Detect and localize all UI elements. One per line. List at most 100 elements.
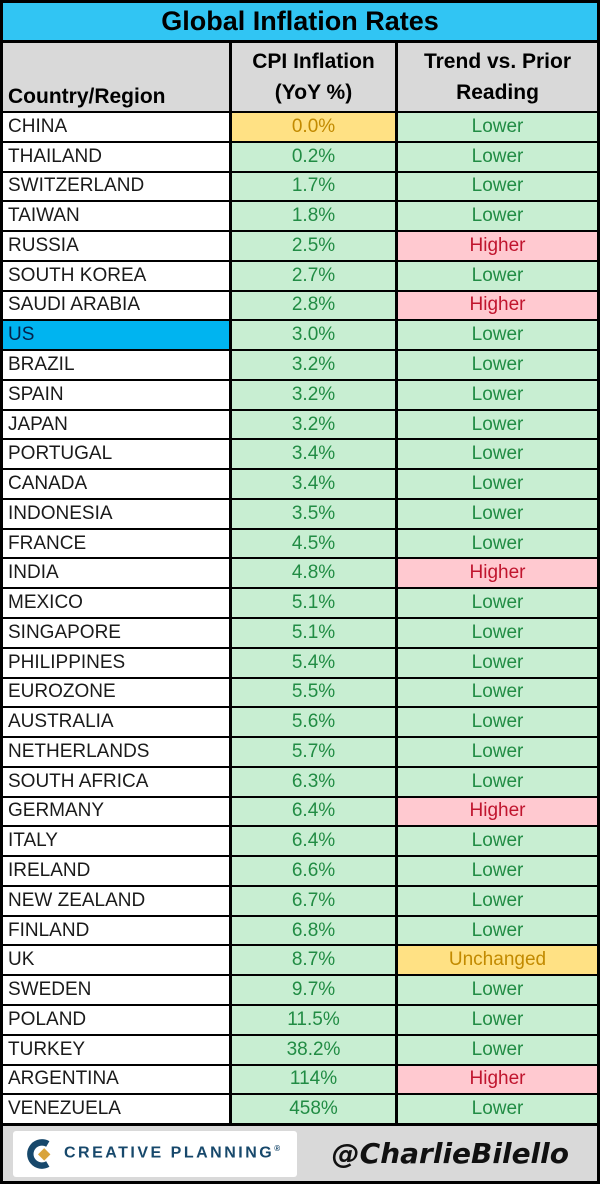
creative-planning-wordmark: CREATIVE PLANNING® bbox=[64, 1144, 283, 1162]
cpi-cell: 3.2% bbox=[232, 410, 398, 439]
author-handle: @CharlieBilello bbox=[331, 1137, 569, 1170]
country-cell: PORTUGAL bbox=[3, 440, 232, 469]
table-row: PHILIPPINES 5.4% Lower bbox=[3, 648, 597, 679]
table-row: SAUDI ARABIA 2.8% Higher bbox=[3, 291, 597, 322]
column-header-trend: Trend vs. Prior Reading bbox=[398, 43, 597, 111]
cpi-cell: 4.8% bbox=[232, 559, 398, 588]
trend-cell: Lower bbox=[398, 738, 597, 766]
table-row: IRELAND 6.6% Lower bbox=[3, 857, 597, 887]
country-cell: JAPAN bbox=[3, 410, 232, 439]
table-row: MEXICO 5.1% Lower bbox=[3, 589, 597, 620]
trend-cell: Lower bbox=[398, 589, 597, 618]
trend-cell: Lower bbox=[398, 827, 597, 856]
trend-cell: Lower bbox=[398, 1095, 597, 1124]
table-row: ARGENTINA 114% Higher bbox=[3, 1065, 597, 1096]
table-row: FINLAND 6.8% Lower bbox=[3, 916, 597, 947]
table-row: ITALY 6.4% Lower bbox=[3, 827, 597, 858]
trend-cell: Lower bbox=[398, 916, 597, 945]
trend-cell: Higher bbox=[398, 797, 597, 826]
table-row: NEW ZEALAND 6.7% Lower bbox=[3, 886, 597, 917]
table-row: AUSTRALIA 5.6% Lower bbox=[3, 708, 597, 739]
cpi-cell: 1.8% bbox=[232, 202, 398, 231]
cpi-cell: 1.7% bbox=[232, 172, 398, 201]
country-cell: SWITZERLAND bbox=[3, 172, 232, 201]
trend-cell: Lower bbox=[398, 261, 597, 290]
table-row: UK 8.7% Unchanged bbox=[3, 946, 597, 977]
trend-cell: Lower bbox=[398, 708, 597, 737]
country-cell: SPAIN bbox=[3, 380, 232, 409]
column-header-cpi-line2: (YoY %) bbox=[274, 81, 353, 104]
country-cell: NEW ZEALAND bbox=[3, 886, 232, 915]
country-cell: PHILIPPINES bbox=[3, 648, 232, 677]
trend-cell: Higher bbox=[398, 232, 597, 260]
trend-cell: Lower bbox=[398, 529, 597, 558]
trend-cell: Lower bbox=[398, 886, 597, 915]
trend-cell: Lower bbox=[398, 113, 597, 141]
trend-cell: Lower bbox=[398, 440, 597, 469]
cpi-cell: 4.5% bbox=[232, 529, 398, 558]
table-row: CANADA 3.4% Lower bbox=[3, 470, 597, 500]
trend-cell: Lower bbox=[398, 499, 597, 528]
country-cell: INDONESIA bbox=[3, 499, 232, 528]
country-cell: ITALY bbox=[3, 827, 232, 856]
creative-planning-logo: CREATIVE PLANNING® bbox=[13, 1130, 297, 1177]
trend-cell: Lower bbox=[398, 470, 597, 498]
cpi-cell: 0.0% bbox=[232, 113, 398, 141]
footer: CREATIVE PLANNING® @CharlieBilello bbox=[3, 1123, 597, 1181]
trend-cell: Lower bbox=[398, 1005, 597, 1034]
cpi-cell: 2.5% bbox=[232, 232, 398, 260]
table-row: VENEZUELA 458% Lower bbox=[3, 1095, 597, 1124]
column-header-trend-line1: Trend vs. Prior bbox=[423, 49, 572, 73]
cpi-cell: 2.7% bbox=[232, 261, 398, 290]
cpi-cell: 5.7% bbox=[232, 738, 398, 766]
country-cell: MEXICO bbox=[3, 589, 232, 618]
cpi-cell: 6.8% bbox=[232, 916, 398, 945]
country-cell: UK bbox=[3, 946, 232, 975]
cpi-cell: 6.7% bbox=[232, 886, 398, 915]
country-cell: FINLAND bbox=[3, 916, 232, 945]
column-header-country: Country/Region bbox=[3, 43, 232, 111]
trend-cell: Lower bbox=[398, 351, 597, 379]
cpi-cell: 5.1% bbox=[232, 589, 398, 618]
cpi-cell: 38.2% bbox=[232, 1035, 398, 1064]
trend-cell: Lower bbox=[398, 857, 597, 885]
trend-cell: Higher bbox=[398, 291, 597, 320]
creative-planning-c-icon bbox=[27, 1138, 51, 1169]
table-row: SPAIN 3.2% Lower bbox=[3, 380, 597, 411]
trend-cell: Lower bbox=[398, 767, 597, 796]
cpi-cell: 3.2% bbox=[232, 380, 398, 409]
cpi-cell: 114% bbox=[232, 1065, 398, 1094]
cpi-cell: 11.5% bbox=[232, 1005, 398, 1034]
cpi-cell: 3.5% bbox=[232, 499, 398, 528]
table-row: THAILAND 0.2% Lower bbox=[3, 142, 597, 173]
trend-cell: Lower bbox=[398, 619, 597, 647]
cpi-cell: 9.7% bbox=[232, 976, 398, 1004]
country-cell: VENEZUELA bbox=[3, 1095, 232, 1124]
trend-cell: Lower bbox=[398, 648, 597, 677]
trend-cell: Lower bbox=[398, 142, 597, 171]
country-cell: FRANCE bbox=[3, 529, 232, 558]
table-row: BRAZIL 3.2% Lower bbox=[3, 351, 597, 381]
table-row: FRANCE 4.5% Lower bbox=[3, 529, 597, 560]
table-row: POLAND 11.5% Lower bbox=[3, 1005, 597, 1036]
table-row: SWITZERLAND 1.7% Lower bbox=[3, 172, 597, 203]
country-cell: SOUTH AFRICA bbox=[3, 767, 232, 796]
registered-mark: ® bbox=[274, 1144, 283, 1154]
cpi-cell: 2.8% bbox=[232, 291, 398, 320]
trend-cell: Lower bbox=[398, 678, 597, 707]
page-title: Global Inflation Rates bbox=[3, 3, 597, 43]
table-header: Country/Region CPI Inflation (YoY %) Tre… bbox=[3, 43, 597, 113]
cpi-cell: 3.4% bbox=[232, 470, 398, 498]
country-cell: SWEDEN bbox=[3, 976, 232, 1004]
table-row: NETHERLANDS 5.7% Lower bbox=[3, 738, 597, 768]
trend-cell: Lower bbox=[398, 976, 597, 1004]
trend-cell: Lower bbox=[398, 202, 597, 231]
table-row: SOUTH KOREA 2.7% Lower bbox=[3, 261, 597, 292]
cpi-cell: 5.4% bbox=[232, 648, 398, 677]
country-cell: AUSTRALIA bbox=[3, 708, 232, 737]
table-row: TURKEY 38.2% Lower bbox=[3, 1035, 597, 1066]
cpi-cell: 3.0% bbox=[232, 321, 398, 350]
country-cell: THAILAND bbox=[3, 142, 232, 171]
cpi-cell: 5.1% bbox=[232, 619, 398, 647]
